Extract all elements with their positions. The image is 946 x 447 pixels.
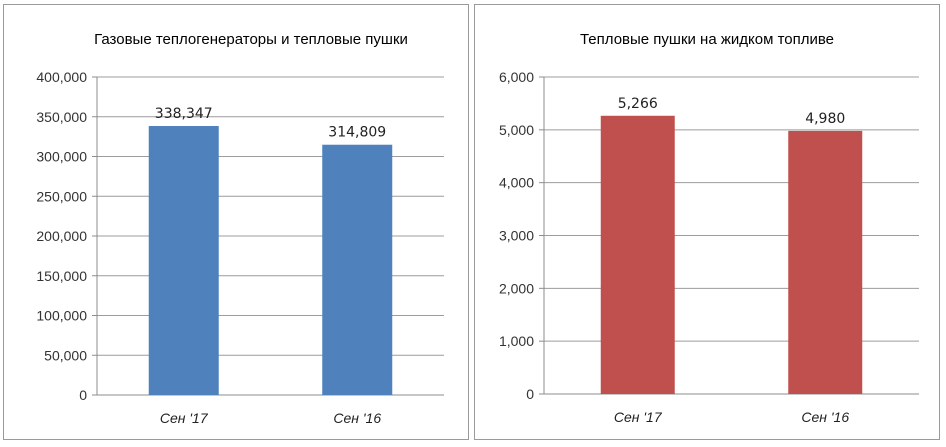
chart-title: Тепловые пушки на жидком топливе <box>579 31 835 48</box>
y-tick-label: 4,000 <box>499 175 534 191</box>
y-tick-label: 400,000 <box>36 69 87 85</box>
y-tick-label: 250,000 <box>36 188 87 204</box>
chart-panel-gas-heaters: Газовые теплогенераторы и тепловые пушки… <box>3 4 469 440</box>
y-tick-label: 3,000 <box>499 228 534 244</box>
chart-svg-gas-heaters: 0 50,000 100,000 150,000 200,000 250,000 300,0… <box>36 69 444 426</box>
bar <box>600 115 675 394</box>
y-tick-label: 1,000 <box>499 333 534 349</box>
y-tick-label: 150,000 <box>36 268 87 284</box>
bar <box>788 130 863 394</box>
y-tick-label: 50,000 <box>44 347 87 363</box>
x-tick-label: Сен '16 <box>801 409 849 425</box>
data-label: 5,266 <box>618 96 658 112</box>
bar <box>322 144 393 395</box>
x-tick-label: Сен '16 <box>333 410 381 426</box>
y-tick-label: 300,000 <box>36 149 87 165</box>
chart-svg-liquid-fuel-heaters: 0 1,000 2,000 3,000 4,000 5,000 6,000 5,266 Сен … <box>499 69 919 425</box>
x-tick-label: Сен '17 <box>614 409 663 425</box>
y-tick-label: 5,000 <box>499 122 534 138</box>
x-tick-label: Сен '17 <box>160 410 209 426</box>
chart-title: Газовые теплогенераторы и тепловые пушки <box>94 31 408 48</box>
y-tick-label: 0 <box>79 387 87 403</box>
y-tick-label: 200,000 <box>36 228 87 244</box>
chart-panel-liquid-fuel-heaters: Тепловые пушки на жидком топливе 0 1,000 2… <box>474 4 940 440</box>
y-tick-label: 100,000 <box>36 308 87 324</box>
data-label: 4,980 <box>805 111 845 127</box>
data-label: 338,347 <box>155 106 213 122</box>
y-tick-label: 2,000 <box>499 280 534 296</box>
bar <box>148 126 219 396</box>
y-tick-label: 0 <box>526 386 534 402</box>
data-label: 314,809 <box>328 125 386 141</box>
y-tick-label: 6,000 <box>499 69 534 85</box>
y-tick-label: 350,000 <box>36 109 87 125</box>
